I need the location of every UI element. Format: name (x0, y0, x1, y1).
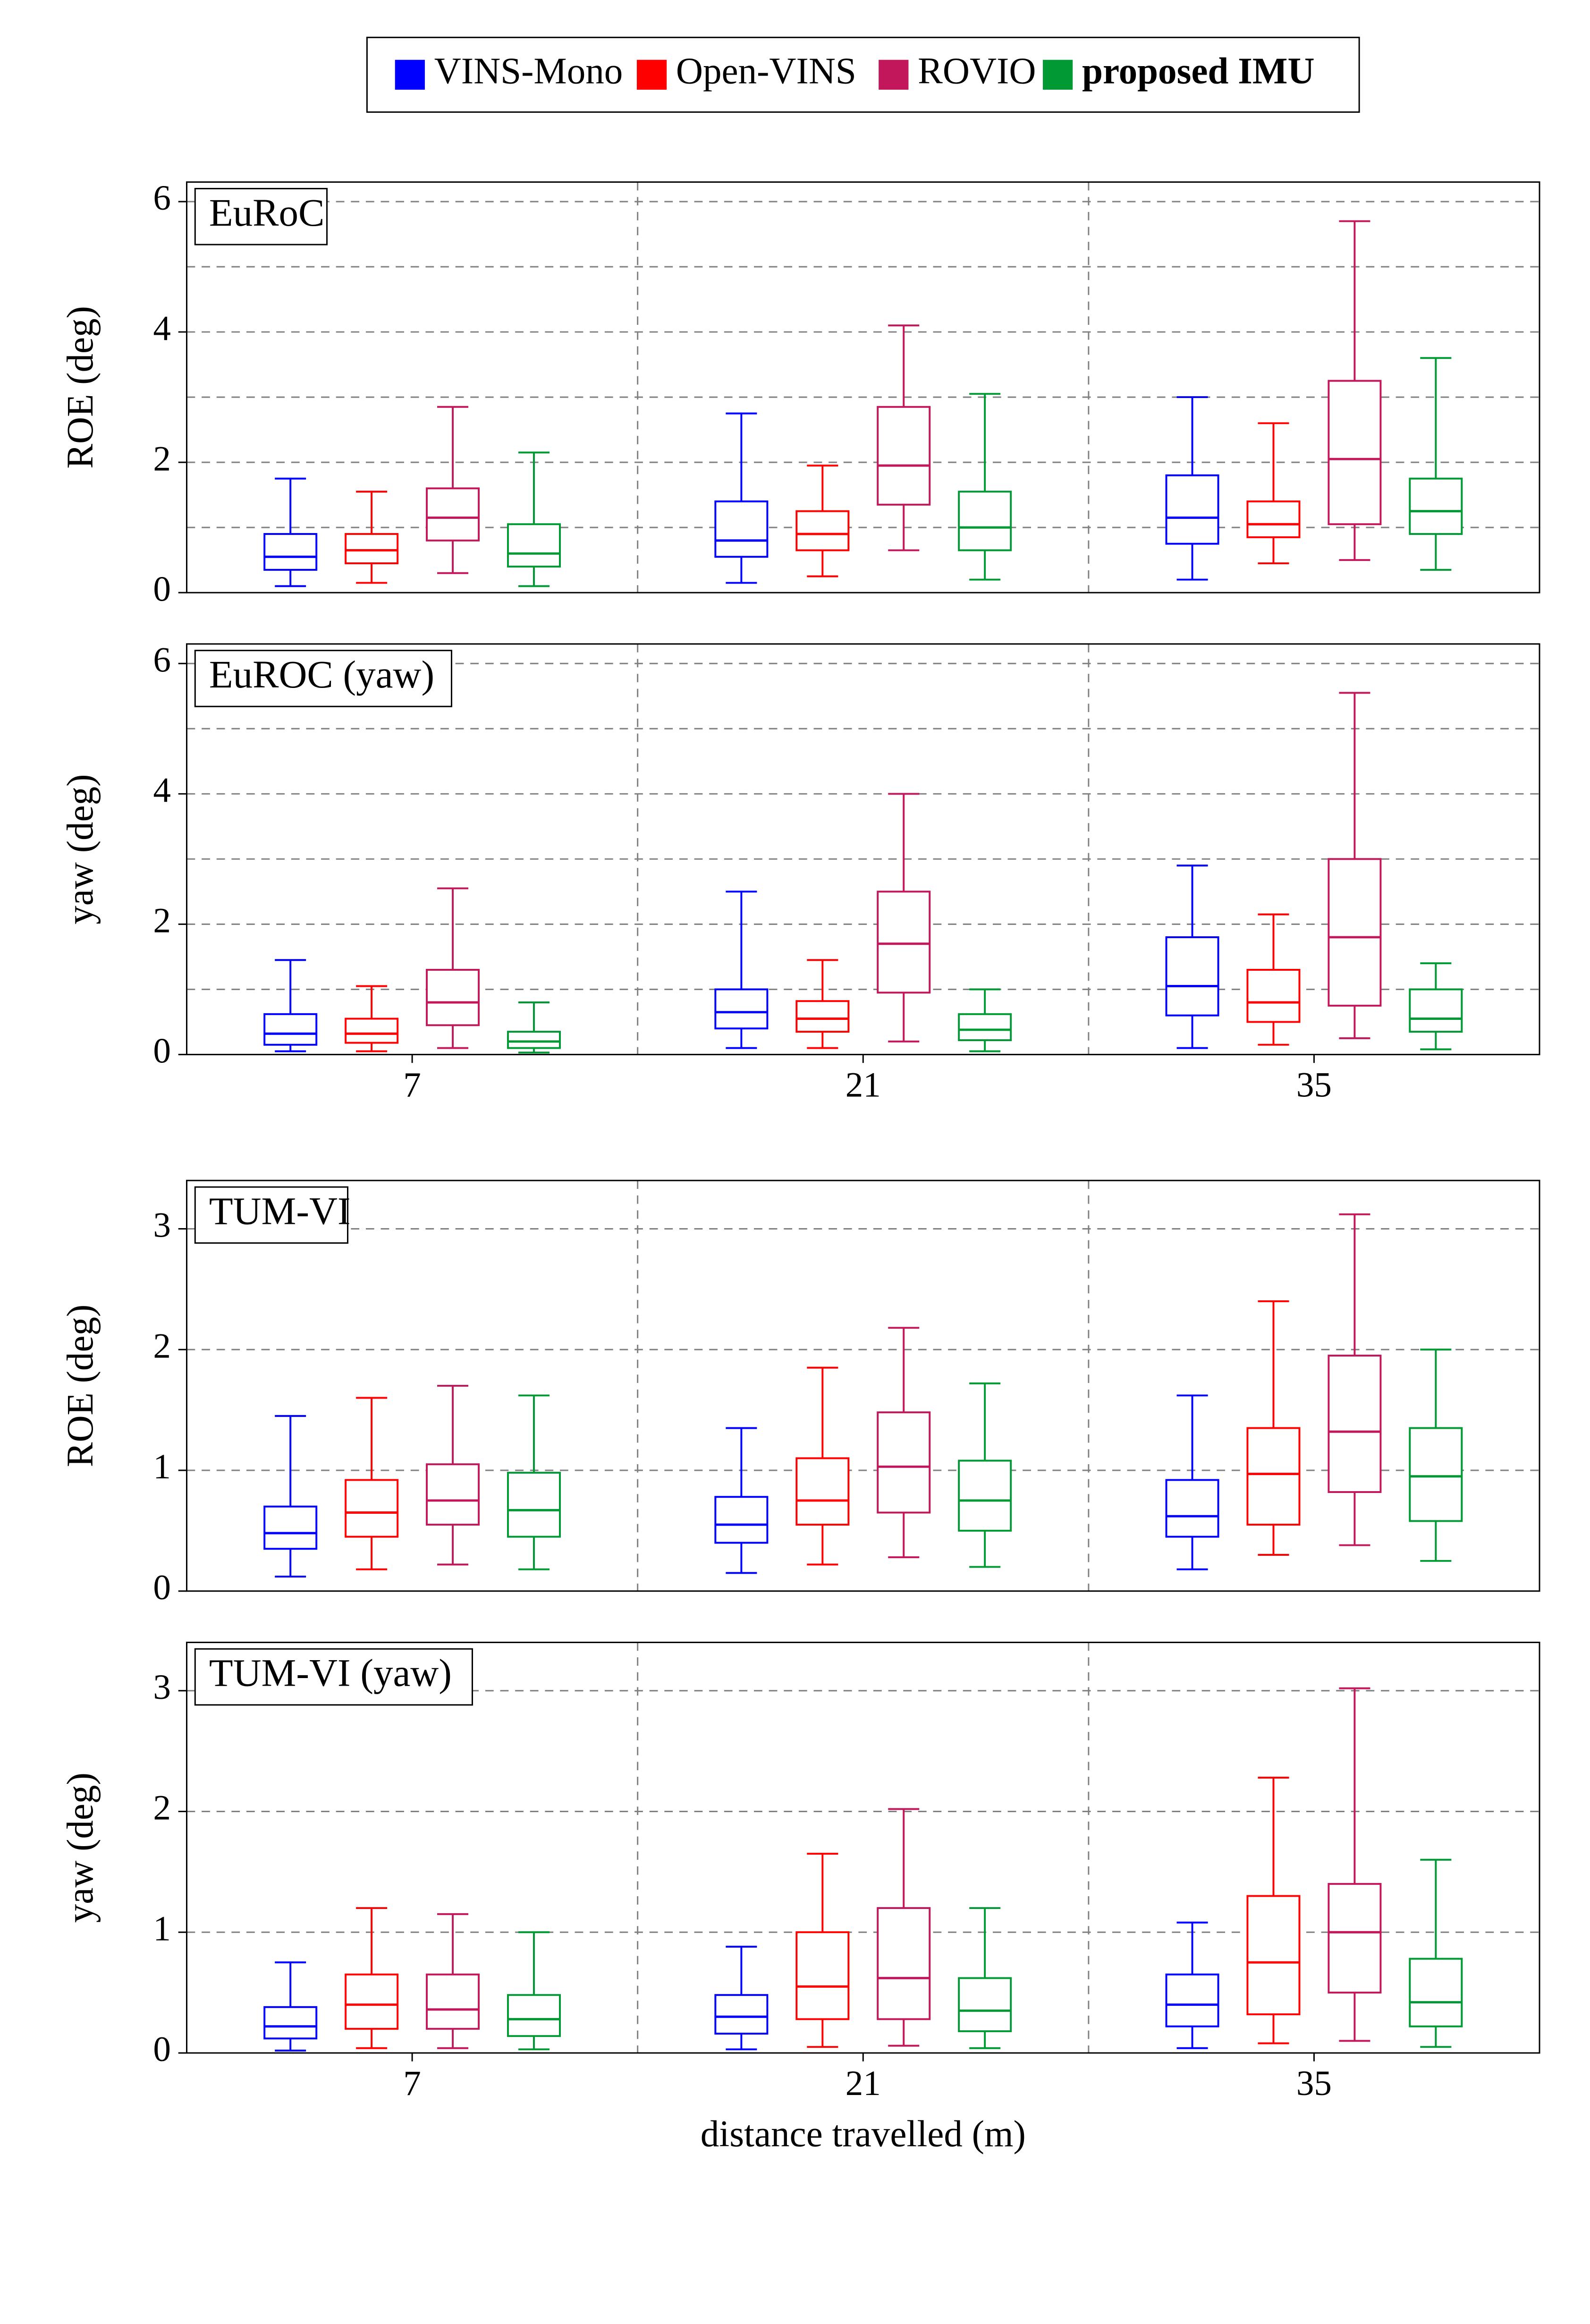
ytick-label: 2 (153, 901, 171, 941)
legend-label: ROVIO (918, 51, 1036, 92)
xtick-label: 7 (403, 2064, 421, 2103)
y-axis-label: yaw (deg) (60, 1773, 101, 1923)
x-axis-label: distance travelled (m) (701, 2114, 1026, 2155)
ytick-label: 0 (153, 569, 171, 609)
legend-marker (1043, 60, 1073, 90)
boxplot-figure: VINS-Mono Open-VINS ROVIO proposed IMU 0 2 4 6 R… (9, 9, 1581, 2306)
legend: VINS-Mono Open-VINS ROVIO proposed IMU (367, 37, 1359, 112)
ytick-label: 1 (153, 1909, 171, 1948)
y-axis-label: ROE (deg) (60, 1305, 101, 1467)
panel-title: EuRoC (209, 191, 324, 234)
ytick-label: 2 (153, 1326, 171, 1366)
legend-label: VINS-Mono (434, 51, 623, 92)
ytick-label: 0 (153, 1568, 171, 1607)
ytick-label: 6 (153, 640, 171, 679)
y-axis-label: ROE (deg) (60, 306, 101, 469)
ytick-label: 0 (153, 2030, 171, 2069)
legend-marker (395, 60, 425, 90)
y-axis-label: yaw (deg) (60, 774, 101, 925)
xtick-label: 21 (846, 1065, 881, 1104)
ytick-label: 3 (153, 1206, 171, 1245)
ytick-label: 4 (153, 771, 171, 810)
xtick-label: 35 (1296, 2064, 1332, 2103)
legend-marker (879, 60, 908, 90)
legend-label: proposed IMU (1082, 51, 1315, 92)
xtick-label: 21 (846, 2064, 881, 2103)
legend-label: Open-VINS (676, 51, 856, 92)
ytick-label: 0 (153, 1032, 171, 1071)
figure-svg: VINS-Mono Open-VINS ROVIO proposed IMU 0 2 4 6 R… (9, 9, 1581, 2306)
ytick-label: 2 (153, 1789, 171, 1828)
panel-title: TUM-VI (209, 1189, 351, 1232)
legend-marker (637, 60, 667, 90)
ytick-label: 4 (153, 309, 171, 348)
xtick-label: 35 (1296, 1065, 1332, 1104)
ytick-label: 6 (153, 178, 171, 218)
ytick-label: 3 (153, 1668, 171, 1707)
xtick-label: 7 (403, 1065, 421, 1104)
panel-title: EuROC (yaw) (209, 653, 434, 696)
ytick-label: 1 (153, 1447, 171, 1486)
panel-title: TUM-VI (yaw) (209, 1651, 452, 1695)
ytick-label: 2 (153, 439, 171, 478)
